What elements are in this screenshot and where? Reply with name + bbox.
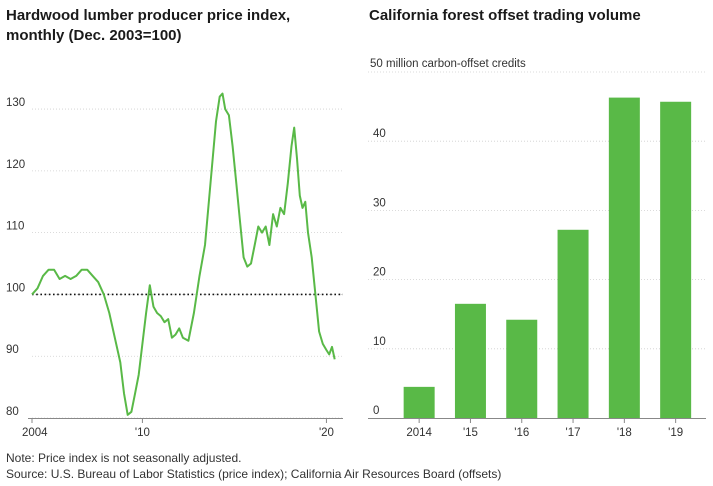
bar-y-tick-label: 10 [373, 336, 386, 348]
bar-y-tick-label: 20 [373, 267, 386, 279]
bar-y-tick-label: 30 [373, 197, 386, 209]
line-chart: 80 90 100 110 120 130 2004 '10 '20 [6, 92, 343, 439]
bar-y-tick-label: 40 [373, 128, 386, 140]
line-x-tick-label: '10 [135, 427, 150, 439]
line-y-tick-label: 90 [6, 344, 19, 356]
line-y-tick-label: 130 [6, 97, 25, 109]
bar-3 [557, 229, 589, 418]
bar-y-tick-label: 0 [373, 405, 379, 417]
line-y-tick-label: 100 [6, 282, 25, 294]
bar-chart-unit-label: 50 million carbon-offset credits [370, 58, 526, 70]
line-y-tick-label: 80 [6, 406, 19, 418]
line-y-tick-label: 120 [6, 159, 25, 171]
bar-1 [454, 303, 486, 418]
bar-x-tick-label: '16 [514, 427, 529, 439]
bar-0 [403, 386, 435, 418]
right-chart-title: California forest offset trading volume [369, 7, 641, 24]
bar-x-tick-label: '15 [463, 427, 478, 439]
line-y-tick-label: 110 [6, 221, 24, 233]
left-chart-title: Hardwood lumber producer price index, mo… [6, 7, 291, 44]
line-x-tick-label: 2004 [22, 427, 48, 439]
line-x-tick-label: '20 [319, 427, 334, 439]
chart-source: Source: U.S. Bureau of Labor Statistics … [6, 467, 502, 481]
bar-x-tick-label: '17 [566, 427, 581, 439]
bar-x-tick-label: '19 [668, 427, 683, 439]
bar-chart: 0 10 20 30 40 2014 '15 '16 '17 '18 '19 [368, 71, 706, 439]
bar-4 [608, 97, 640, 418]
bar-x-tick-label: '18 [617, 427, 632, 439]
bar-2 [506, 319, 538, 418]
bar-x-tick-label: 2014 [406, 427, 432, 439]
bar-5 [660, 101, 692, 419]
chart-note: Note: Price index is not seasonally adju… [6, 451, 242, 465]
line-series-price-index [31, 92, 336, 416]
